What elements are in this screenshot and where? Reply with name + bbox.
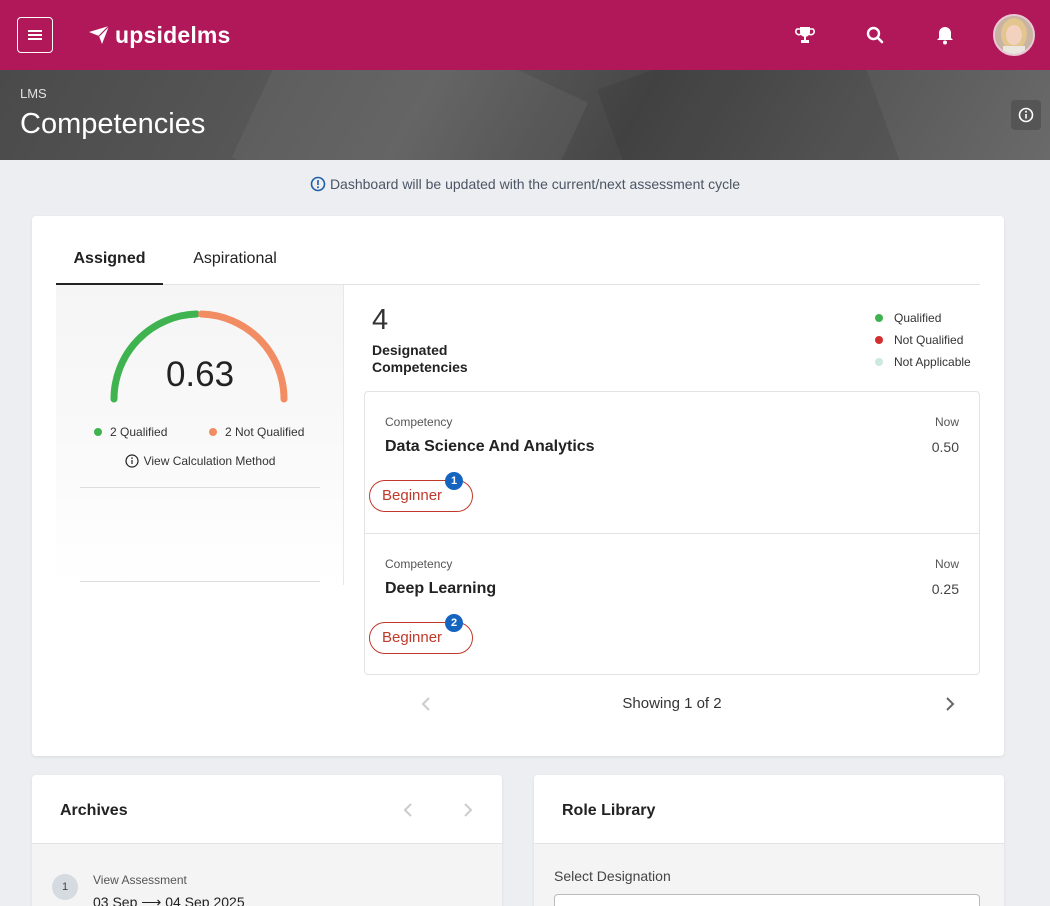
menu-button[interactable] <box>17 17 53 53</box>
level-badge: 2 <box>445 614 463 632</box>
qualified-dot <box>94 428 102 436</box>
bell-icon <box>937 27 953 45</box>
competency-item[interactable]: Competency Now Data Science And Analytic… <box>365 392 979 533</box>
divider <box>534 843 1004 844</box>
search-button[interactable] <box>863 23 887 47</box>
tab-bar: Assigned Aspirational <box>56 240 980 285</box>
legend-label: Qualified <box>894 311 942 325</box>
trophy-icon <box>795 27 815 43</box>
not-qualified-legend: 2 Not Qualified <box>209 425 304 439</box>
archives-card: Archives 1 View Assessment 03 Sep ⟶ 04 S… <box>32 775 502 906</box>
qualified-legend: 2 Qualified <box>94 425 167 439</box>
now-label: Now <box>934 415 959 429</box>
info-icon <box>1018 107 1034 123</box>
cycle-notice: Dashboard will be updated with the curre… <box>0 176 1050 192</box>
assessment-date-range: 03 Sep ⟶ 04 Sep 2025 <box>93 894 245 906</box>
divider <box>80 487 320 488</box>
breadcrumb: LMS <box>20 86 47 101</box>
top-bar: upsidelms <box>0 0 1050 70</box>
competency-label: Competency <box>385 415 453 429</box>
qualified-count: 2 Qualified <box>110 425 168 439</box>
designated-count: 4 <box>372 304 389 336</box>
competency-name: Deep Learning <box>385 580 497 597</box>
score-value: 0.63 <box>165 355 235 394</box>
not-qualified-dot <box>209 428 217 436</box>
competency-card: Assigned Aspirational 0.63 2 Qualified 2… <box>32 216 1004 756</box>
competency-score: 0.50 <box>931 439 959 455</box>
notifications-button[interactable] <box>933 23 957 47</box>
designated-label: Designated Competencies <box>372 342 468 375</box>
level-badge: 1 <box>445 472 463 490</box>
not-qualified-count: 2 Not Qualified <box>225 425 305 439</box>
legend-not-qualified: Not Qualified <box>875 329 971 351</box>
competency-item[interactable]: Competency Now Deep Learning 0.25 Beginn… <box>365 533 979 674</box>
competency-name: Data Science And Analytics <box>385 438 595 455</box>
legend-label: Not Qualified <box>894 333 964 347</box>
brand-name: upsidelms <box>115 21 231 48</box>
score-gauge <box>110 310 288 403</box>
pager-info: Showing 1 of 2 <box>622 695 722 712</box>
chevron-right-icon <box>464 803 473 817</box>
view-calculation-link[interactable]: View Calculation Method <box>56 454 344 468</box>
now-label: Now <box>934 557 959 571</box>
trophy-button[interactable] <box>793 23 817 47</box>
menu-icon <box>28 30 42 40</box>
alert-icon <box>310 176 326 192</box>
info-icon <box>124 454 139 468</box>
view-assessment-link[interactable]: View Assessment <box>93 873 187 887</box>
chevron-right-icon <box>946 697 955 711</box>
search-icon <box>866 26 884 44</box>
level-pill[interactable]: Beginner <box>369 480 473 512</box>
role-library-body: Select Designation <box>534 844 1004 906</box>
legend-qualified: Qualified <box>875 307 971 329</box>
level-pill[interactable]: Beginner <box>369 622 473 654</box>
avatar[interactable] <box>993 14 1035 56</box>
archives-body: 1 View Assessment 03 Sep ⟶ 04 Sep 2025 <box>32 844 502 906</box>
paper-plane-icon <box>89 25 110 44</box>
step-number: 1 <box>52 874 78 900</box>
legend-dot <box>875 336 883 344</box>
divider <box>80 581 320 582</box>
legend-label: Not Applicable <box>894 355 971 369</box>
next-page-button[interactable] <box>940 694 960 714</box>
legend-dot <box>875 314 883 322</box>
competency-pager: Showing 1 of 2 <box>364 686 980 722</box>
page-title: Competencies <box>20 108 206 140</box>
legend-not-applicable: Not Applicable <box>875 351 971 373</box>
page-header: LMS Competencies <box>0 70 1050 160</box>
legend-dot <box>875 358 883 366</box>
page-info-button[interactable] <box>1011 100 1041 130</box>
chevron-left-icon <box>421 697 430 711</box>
view-calculation-label: View Calculation Method <box>143 454 276 468</box>
tab-assigned[interactable]: Assigned <box>56 240 163 285</box>
notice-text: Dashboard will be updated with the curre… <box>329 176 741 192</box>
brand-logo[interactable]: upsidelms <box>88 20 231 50</box>
competency-label: Competency <box>385 557 453 571</box>
designation-select[interactable] <box>554 894 980 906</box>
tab-aspirational[interactable]: Aspirational <box>193 250 277 267</box>
status-legend: Qualified Not Qualified Not Applicable <box>875 307 971 373</box>
prev-page-button[interactable] <box>416 694 436 714</box>
chevron-left-icon <box>403 803 412 817</box>
gauge-qualified-arc <box>110 310 200 403</box>
role-library-title: Role Library <box>562 802 656 819</box>
archives-title: Archives <box>60 802 128 819</box>
divider <box>32 843 502 844</box>
select-designation-label: Select Designation <box>554 868 671 884</box>
competency-score: 0.25 <box>931 581 959 597</box>
role-library-card: Role Library Select Designation <box>534 775 1004 906</box>
gauge-not-qualified-arc <box>198 310 288 403</box>
score-panel: 0.63 2 Qualified 2 Not Qualified View Ca… <box>56 285 344 585</box>
competency-list: Competency Now Data Science And Analytic… <box>364 391 980 675</box>
archives-next-button[interactable] <box>458 800 478 820</box>
archives-prev-button[interactable] <box>398 800 418 820</box>
